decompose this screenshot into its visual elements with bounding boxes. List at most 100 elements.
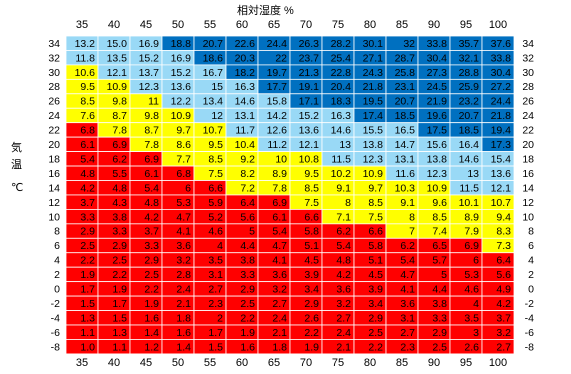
cell-value: 5.9: [208, 197, 223, 209]
cell-value: 6.6: [208, 182, 223, 194]
x-tick-label-top: 90: [428, 19, 440, 31]
cell-value: 1.9: [144, 298, 159, 310]
cell-value: 6: [185, 182, 191, 194]
y-tick-label-right: 24: [522, 110, 534, 122]
y-tick-label-left: 4: [54, 255, 60, 267]
cell-value: 12.2: [171, 96, 192, 108]
cell-value: 5.7: [432, 255, 447, 267]
x-tick-label-bottom: 70: [300, 357, 312, 369]
cell-value: 22: [275, 52, 287, 64]
x-tick-label-bottom: 85: [396, 357, 408, 369]
cell-value: 22.8: [331, 67, 352, 79]
cell-value: 10.3: [395, 182, 416, 194]
cell-value: 2.2: [240, 312, 255, 324]
y-tick-label-left: 18: [48, 153, 60, 165]
cell-value: 19.6: [427, 110, 448, 122]
y-axis-label-char-2: 温: [11, 159, 22, 171]
cell-value: 2.7: [400, 327, 415, 339]
cell-value: 15.2: [171, 67, 192, 79]
cell-value: 13.2: [75, 38, 96, 50]
cell-value: 7.3: [496, 240, 511, 252]
cell-value: 12.3: [363, 153, 384, 165]
cell-value: 10.8: [299, 153, 320, 165]
cell-value: 21.9: [427, 96, 448, 108]
cell-value: 2.4: [272, 312, 287, 324]
cell-value: 4.1: [272, 255, 287, 267]
cell-value: 27.2: [491, 81, 512, 93]
cell-value: 3.4: [368, 298, 383, 310]
cell-value: 30.1: [363, 38, 384, 50]
cell-value: 10.4: [235, 139, 256, 151]
x-tick-label-top: 55: [204, 19, 216, 31]
x-tick-label-top: 80: [364, 19, 376, 31]
cell-value: 2.5: [368, 327, 383, 339]
cell-value: 19.5: [363, 96, 384, 108]
cell-value: 1.6: [176, 327, 191, 339]
cell-value: 5.8: [304, 226, 319, 238]
cell-value: 32: [403, 38, 415, 50]
cell-value: 6.4: [240, 197, 255, 209]
cell-value: 7: [409, 226, 415, 238]
cell-value: 4.5: [368, 269, 383, 281]
cell-value: 4.2: [80, 182, 95, 194]
y-tick-label-right: 18: [522, 153, 534, 165]
cell-value: 5.4: [80, 153, 95, 165]
cell-value: 12.1: [491, 182, 512, 194]
cell-value: 2.7: [208, 284, 223, 296]
y-tick-label-right: 8: [528, 226, 534, 238]
cell-value: 3.3: [432, 312, 447, 324]
y-tick-label-right: -4: [525, 312, 534, 324]
cell-value: 12.3: [139, 81, 160, 93]
cell-value: 1.5: [112, 312, 127, 324]
cell-value: 9.5: [304, 168, 319, 180]
cell-value: 3.1: [400, 312, 415, 324]
y-tick-label-right: 0: [528, 284, 534, 296]
cell-value: 14.7: [395, 139, 416, 151]
cell-value: 8.7: [144, 125, 159, 137]
cell-value: 6.1: [144, 168, 159, 180]
cell-value: 20.7: [395, 96, 416, 108]
cell-value: 1.2: [144, 341, 159, 353]
cell-value: 3.1: [208, 269, 223, 281]
cell-value: 4.9: [496, 284, 511, 296]
cell-value: 2.6: [464, 341, 479, 353]
cell-value: 1.9: [304, 341, 319, 353]
cell-value: 28.8: [459, 67, 480, 79]
cell-value: 1.7: [80, 284, 95, 296]
cell-value: 3.3: [112, 226, 127, 238]
cell-value: 1.4: [144, 327, 159, 339]
cell-value: 2.1: [336, 341, 351, 353]
cell-value: 2.9: [240, 284, 255, 296]
x-tick-label-bottom: 55: [204, 357, 216, 369]
y-tick-label-right: -6: [525, 327, 534, 339]
y-axis-label-char-1: 気: [11, 142, 22, 154]
cell-value: 3.5: [464, 312, 479, 324]
cell-value: 18.3: [331, 96, 352, 108]
cell-value: 10: [275, 153, 287, 165]
cell-value: 16.3: [235, 81, 256, 93]
y-tick-label-left: 12: [48, 197, 60, 209]
heatmap-cell: [481, 339, 515, 355]
cell-value: 11: [148, 96, 159, 108]
x-tick-label-top: 95: [460, 19, 472, 31]
cell-value: 15.5: [363, 125, 384, 137]
cell-value: 30.4: [427, 52, 448, 64]
cell-value: 3.3: [80, 211, 95, 223]
cell-value: 4: [217, 240, 223, 252]
cell-value: 19.1: [299, 81, 320, 93]
cell-value: 2.9: [80, 226, 95, 238]
cell-value: 6.2: [112, 153, 127, 165]
cell-value: 21.8: [363, 81, 384, 93]
cell-value: 9.1: [400, 197, 415, 209]
cell-value: 14.6: [235, 96, 256, 108]
cell-value: 2.2: [144, 284, 159, 296]
y-tick-label-right: 6: [528, 240, 534, 252]
cell-value: 2.9: [144, 255, 159, 267]
cell-value: 13.6: [171, 81, 192, 93]
cell-value: 4.6: [208, 226, 223, 238]
cell-value: 15.4: [491, 153, 512, 165]
cell-value: 13.1: [235, 110, 256, 122]
cell-value: 13.8: [363, 139, 384, 151]
cell-value: 16.7: [203, 67, 224, 79]
cell-value: 3.9: [304, 269, 319, 281]
